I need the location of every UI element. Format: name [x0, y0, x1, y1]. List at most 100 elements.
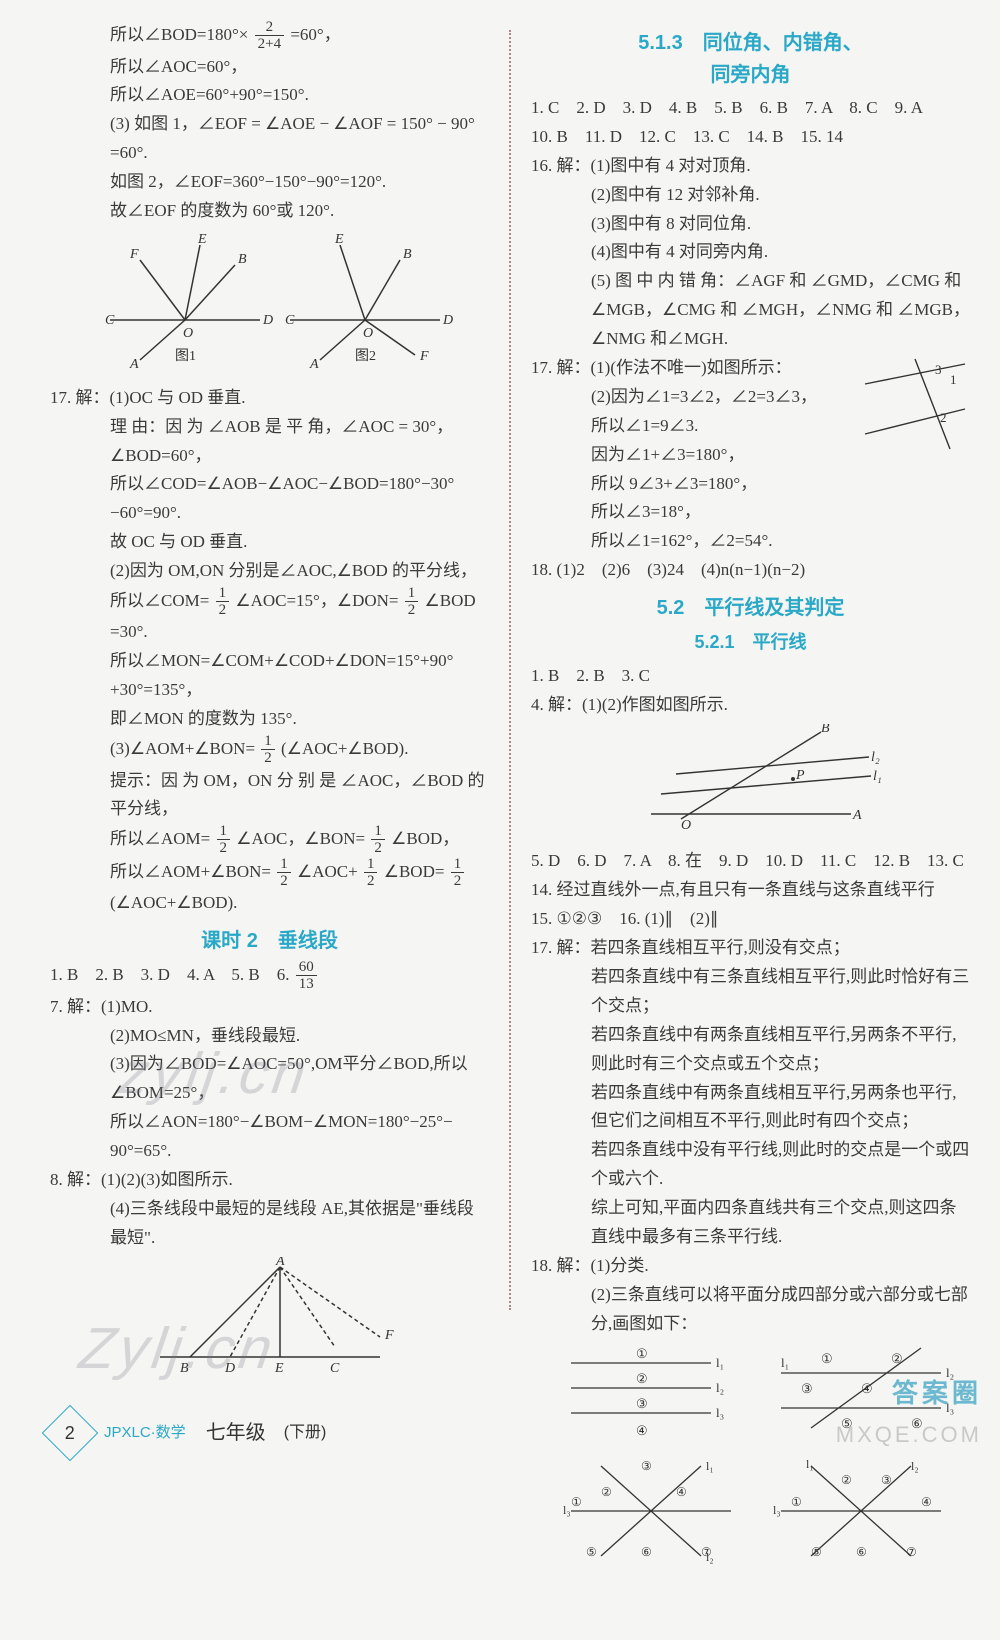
- text-line: +30°=135°，: [50, 676, 489, 705]
- svg-text:l₁: l₁: [706, 1459, 714, 1473]
- svg-text:C: C: [285, 313, 295, 328]
- svg-text:③: ③: [801, 1381, 813, 1396]
- svg-text:①: ①: [571, 1495, 582, 1509]
- corner-title: 答案圈: [836, 1371, 982, 1415]
- text-line: 即∠MON 的度数为 135°.: [50, 705, 489, 734]
- text-line: (3)因为∠BOD=∠AOC=50°,OM平分∠BOD,所以: [50, 1050, 489, 1079]
- text-line: −60°=90°.: [50, 499, 489, 528]
- section-title: 同旁内角: [531, 58, 970, 92]
- footer-grade: 七年级: [206, 1416, 266, 1450]
- text-line: 若四条直线中有两条直线相互平行,另两条不平行,: [531, 1021, 970, 1050]
- text-line: 4. 解：(1)(2)作图如图所示.: [531, 691, 970, 720]
- text-line: 所以∠3=18°，: [531, 498, 970, 527]
- svg-text:l₂: l₂: [706, 1550, 714, 1564]
- right-column: 5.1.3 同位角、内错角、 同旁内角 1. C 2. D 3. D 4. B …: [523, 20, 970, 1580]
- text-line: (∠AOC+∠BOD).: [50, 889, 489, 918]
- text-line: (3)图中有 8 对同位角.: [531, 210, 970, 239]
- text-line: 若四条直线中有两条直线相互平行,另两条也平行,: [531, 1079, 970, 1108]
- svg-text:l₂: l₂: [871, 750, 880, 765]
- svg-text:①: ①: [636, 1346, 648, 1361]
- text-line: 所以∠AOC=60°，: [50, 53, 489, 82]
- text-line: (2)图中有 12 对邻补角.: [531, 181, 970, 210]
- text-line: ∠BOD=60°，: [50, 442, 489, 471]
- text-line: ∠NMG 和∠MGH.: [531, 325, 970, 354]
- svg-text:l₃: l₃: [716, 1405, 724, 1420]
- text-line: 所以∠AOM= 12 ∠AOC，∠BON= 12 ∠BOD，: [50, 824, 489, 857]
- svg-text:③: ③: [641, 1459, 652, 1473]
- text-line: 故∠EOF 的度数为 60°或 120°.: [50, 197, 489, 226]
- section-title: 5.1.3 同位角、内错角、: [531, 26, 970, 60]
- figure-18-row2: ③l₁ ②④ l₃① ⑤⑥⑦ l₂ l₂l₁ ②③ l₃①④ ⑤⑥⑦: [531, 1456, 970, 1576]
- svg-text:②: ②: [841, 1473, 852, 1487]
- text-line: 所以∠AON=180°−∠BOM−∠MON=180°−25°−: [50, 1108, 489, 1137]
- text-line: 直线中最多有三条平行线.: [531, 1223, 970, 1252]
- svg-text:D: D: [442, 313, 453, 328]
- svg-text:③: ③: [881, 1473, 892, 1487]
- text-line: 若四条直线中没有平行线,则此时的交点是一个或四: [531, 1136, 970, 1165]
- figure-17-inline: 31 2: [860, 354, 970, 464]
- text-line: (3)∠AOM+∠BON= 12 (∠AOC+∠BOD).: [50, 734, 489, 767]
- text-line: 平分线，: [50, 795, 489, 824]
- left-column: 所以∠BOD=180°× 22+4 =60°， 所以∠AOC=60°， 所以∠A…: [50, 20, 497, 1580]
- answer-row: 5. D 6. D 7. A 8. 在 9. D 10. D 11. C 12.…: [531, 847, 970, 876]
- svg-text:⑥: ⑥: [856, 1545, 867, 1559]
- figure-4: OA B P l₁l₂: [531, 724, 970, 844]
- svg-text:E: E: [334, 232, 344, 247]
- text-line: 所以∠1=162°，∠2=54°.: [531, 527, 970, 556]
- svg-text:l₃: l₃: [773, 1503, 781, 1517]
- text-line: 16. 解：(1)图中有 4 对对顶角.: [531, 152, 970, 181]
- svg-text:F: F: [384, 1328, 394, 1343]
- text-line: 14. 经过直线外一点,有且只有一条直线与这条直线平行: [531, 876, 970, 905]
- text-line: 18. 解：(1)分类.: [531, 1252, 970, 1281]
- answer-row: 1. B 2. B 3. C: [531, 662, 970, 691]
- figure-8: A BD EC F: [50, 1257, 489, 1407]
- svg-text:C: C: [330, 1361, 340, 1376]
- svg-text:2: 2: [940, 410, 947, 425]
- svg-text:l₂: l₂: [911, 1459, 919, 1473]
- footer-brand: JPXLC·数学: [104, 1420, 186, 1446]
- text-line: 所以 9∠3+∠3=180°，: [531, 470, 970, 499]
- text-line: 综上可知,平面内四条直线共有三个交点,则这四条: [531, 1194, 970, 1223]
- svg-text:B: B: [180, 1361, 189, 1376]
- svg-text:1: 1: [950, 372, 957, 387]
- svg-text:④: ④: [636, 1423, 648, 1438]
- footer-book: (下册): [284, 1419, 327, 1446]
- svg-text:3: 3: [935, 362, 942, 377]
- text-line: 个交点；: [531, 992, 970, 1021]
- page-number-badge: 2: [42, 1405, 99, 1462]
- svg-text:F: F: [419, 349, 429, 364]
- svg-text:②: ②: [636, 1371, 648, 1386]
- svg-text:A: A: [275, 1257, 285, 1269]
- text-line: (4)图中有 4 对同旁内角.: [531, 238, 970, 267]
- svg-text:①: ①: [821, 1351, 833, 1366]
- text-line: 17. 解：若四条直线相互平行,则没有交点；: [531, 934, 970, 963]
- svg-text:P: P: [795, 768, 805, 783]
- fraction: 22+4: [255, 20, 284, 53]
- text-line: (3) 如图 1，∠EOF = ∠AOE − ∠AOF = 150° − 90°: [50, 110, 489, 139]
- text-line: 所以∠MON=∠COM+∠COD+∠DON=15°+90°: [50, 647, 489, 676]
- text-line: (4)三条线段中最短的是线段 AE,其依据是"垂线段最短".: [50, 1195, 489, 1253]
- text-line: 所以∠AOM+∠BON= 12 ∠AOC+ 12 ∠BOD= 12: [50, 857, 489, 890]
- answer-row: 10. B 11. D 12. C 13. C 14. B 15. 14: [531, 123, 970, 152]
- svg-text:图2: 图2: [355, 349, 376, 364]
- svg-text:A: A: [852, 808, 862, 823]
- svg-text:②: ②: [891, 1351, 903, 1366]
- text-line: 理 由：因 为 ∠AOB 是 平 角，∠AOC = 30°，: [50, 413, 489, 442]
- svg-text:l₃: l₃: [563, 1503, 571, 1517]
- svg-text:l₁: l₁: [873, 769, 881, 784]
- text-line: 若四条直线中有三条直线相互平行,则此时恰好有三: [531, 963, 970, 992]
- svg-text:④: ④: [921, 1495, 932, 1509]
- answer-row: 1. C 2. D 3. D 4. B 5. B 6. B 7. A 8. C …: [531, 94, 970, 123]
- text-line: 17. 解：(1)OC 与 OD 垂直.: [50, 384, 489, 413]
- svg-text:⑦: ⑦: [906, 1545, 917, 1559]
- svg-text:l₁: l₁: [806, 1457, 814, 1471]
- text-line: =30°.: [50, 618, 489, 647]
- svg-text:l₁: l₁: [716, 1355, 724, 1370]
- text-line: =60°.: [50, 139, 489, 168]
- svg-text:O: O: [681, 818, 691, 833]
- text-line: 15. ①②③ 16. (1)∥ (2)∥: [531, 905, 970, 934]
- text: 所以∠BOD=180°×: [110, 25, 248, 44]
- svg-text:图1: 图1: [175, 349, 196, 364]
- corner-url: MXQE.COM: [836, 1416, 982, 1453]
- text-line: (5) 图 中 内 错 角：∠AGF 和 ∠GMD，∠CMG 和: [531, 267, 970, 296]
